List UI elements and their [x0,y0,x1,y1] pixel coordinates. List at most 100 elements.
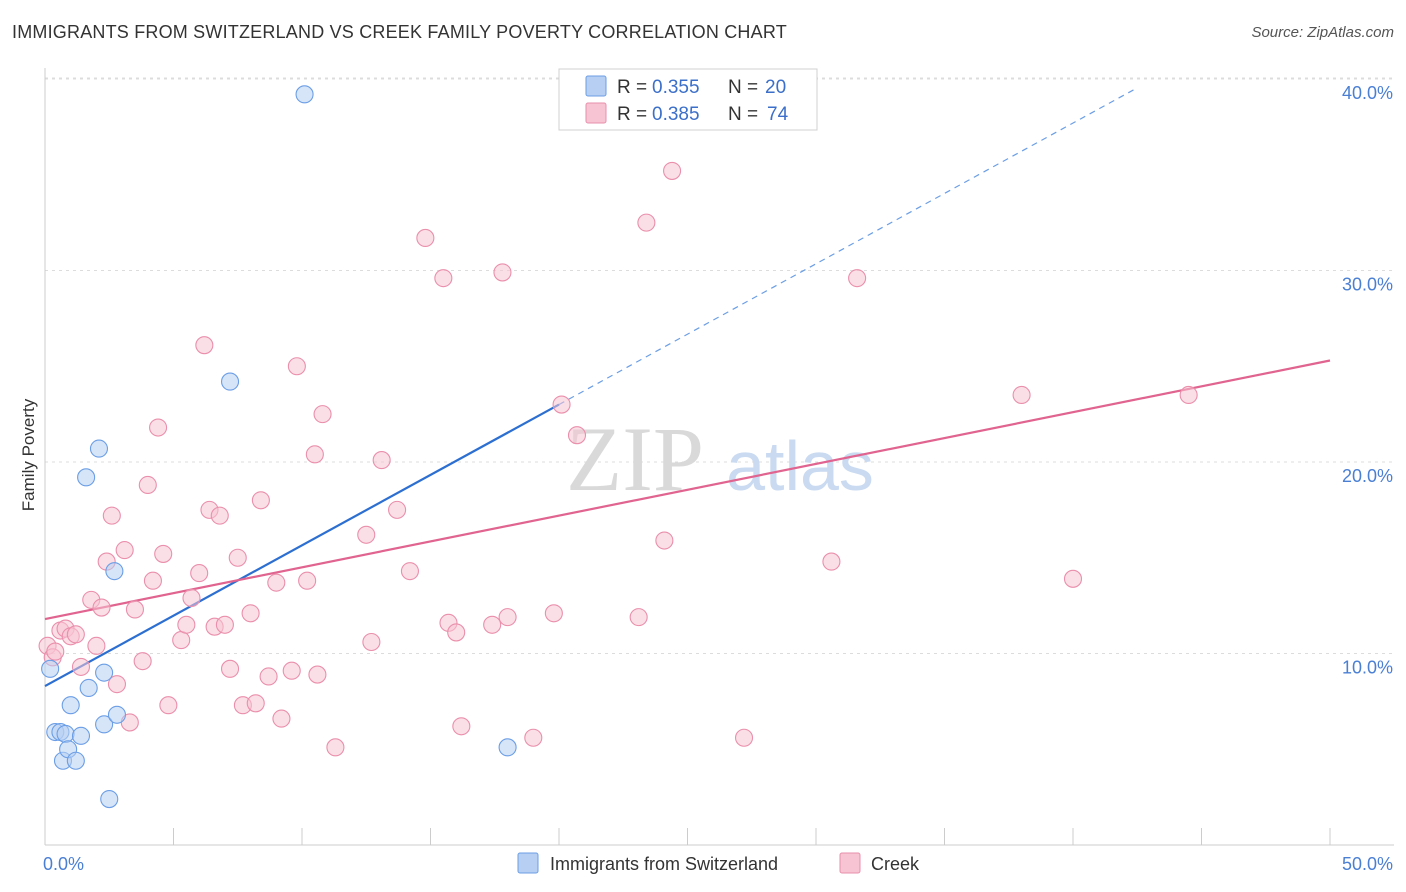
point-creek-7 [71,657,91,676]
point-switzerland-9 [77,468,96,487]
watermark-atlas: atlas [726,427,874,505]
x-tick-labels: 0.0% 50.0% [43,854,1393,874]
point-switzerland-18 [295,85,314,104]
point-creek-53 [416,228,435,247]
point-creek-65 [629,608,648,627]
chart-title: IMMIGRANTS FROM SWITZERLAND VS CREEK FAM… [12,22,787,42]
point-switzerland-3 [56,724,75,743]
point-creek-45 [308,665,327,684]
legend-r-value-0: 0.355 [652,77,700,98]
point-creek-63 [552,395,571,414]
point-creek-31 [215,615,234,634]
legend-n-label-0: N = [728,77,758,98]
point-creek-32 [220,659,240,678]
point-creek-26 [190,564,209,583]
point-creek-59 [493,263,512,282]
legend-swatch-switzerland [585,75,607,97]
point-switzerland-13 [95,663,114,682]
legend-r-value-1: 0.385 [652,104,700,125]
point-switzerland-7 [66,751,85,770]
legend-n-value-1: 74 [767,104,789,125]
point-creek-74 [1179,385,1198,405]
point-creek-41 [282,661,301,680]
watermark-zip: ZIP [566,408,704,510]
legend-n-label-1: N = [728,104,758,125]
trendline-switzerland-extension [558,87,1138,406]
point-switzerland-11 [89,439,109,458]
bottom-legend-label-creek: Creek [871,854,920,874]
legend-r-label-0: R = [617,77,647,98]
y-tick-label-1: 20.0% [1342,466,1393,486]
point-creek-20 [149,418,168,437]
legend-r-label-1: R = [617,104,647,125]
point-creek-10 [92,598,111,617]
y-axis-title: Family Poverty [19,398,38,511]
point-creek-49 [362,632,381,652]
gridlines [45,77,1394,654]
point-creek-46 [313,405,332,424]
bottom-legend-swatch-switzerland [517,852,539,874]
point-switzerland-10 [79,678,98,698]
point-creek-19 [143,571,162,590]
point-creek-58 [483,615,502,634]
point-creek-38 [259,667,278,686]
point-creek-69 [734,728,754,747]
bottom-legend-label-switzerland: Immigrants from Switzerland [550,854,778,874]
point-creek-60 [498,608,517,627]
point-creek-57 [452,717,471,736]
point-creek-39 [267,573,286,592]
bottom-legend-swatch-creek [839,852,861,874]
point-creek-27 [195,336,214,355]
point-creek-9 [87,636,106,655]
point-switzerland-15 [105,562,124,581]
point-creek-16 [125,600,144,619]
trendline-switzerland [44,403,560,688]
point-switzerland-12 [95,715,114,734]
y-tick-labels: 10.0% 20.0% 30.0% 40.0% [1342,83,1393,678]
point-switzerland-8 [71,726,91,745]
point-switzerland-16 [107,705,127,724]
source-label: Source: ZipAtlas.com [1251,24,1394,41]
point-creek-68 [655,531,674,550]
point-creek-56 [447,623,466,642]
point-creek-43 [298,571,317,590]
legend-n-value-0: 20 [765,77,786,98]
point-creek-72 [1012,385,1031,405]
x-tick-label-1: 50.0% [1342,854,1393,874]
trendlines [44,87,1331,688]
point-switzerland-14 [100,789,119,809]
point-creek-25 [182,588,201,608]
point-creek-66 [637,213,656,232]
watermark: ZIP atlas [566,408,874,510]
legend-swatch-creek [585,102,607,124]
point-creek-13 [107,675,127,694]
point-creek-52 [400,562,419,581]
y-tick-label-3: 40.0% [1342,83,1393,103]
point-creek-54 [434,269,453,288]
point-creek-17 [133,652,152,671]
point-creek-22 [159,696,178,715]
x-tick-label-0: 0.0% [43,854,84,874]
point-creek-35 [241,604,260,623]
point-creek-21 [154,544,173,563]
point-switzerland-0 [41,659,60,678]
point-creek-18 [138,475,157,495]
point-creek-6 [66,625,85,644]
point-switzerland-17 [220,372,240,391]
point-creek-24 [177,615,196,634]
point-creek-70 [822,552,841,571]
point-creek-30 [210,506,229,525]
point-creek-44 [305,445,324,464]
point-creek-73 [1063,569,1083,588]
point-creek-71 [848,269,867,288]
point-creek-51 [388,500,407,519]
point-creek-40 [272,709,291,728]
point-switzerland-19 [498,738,517,757]
y-tick-label-2: 30.0% [1342,275,1393,295]
point-creek-36 [246,694,265,713]
y-tick-label-0: 10.0% [1342,658,1393,678]
trendline-creek [44,359,1331,621]
point-switzerland-6 [61,696,80,715]
point-creek-61 [524,728,543,747]
